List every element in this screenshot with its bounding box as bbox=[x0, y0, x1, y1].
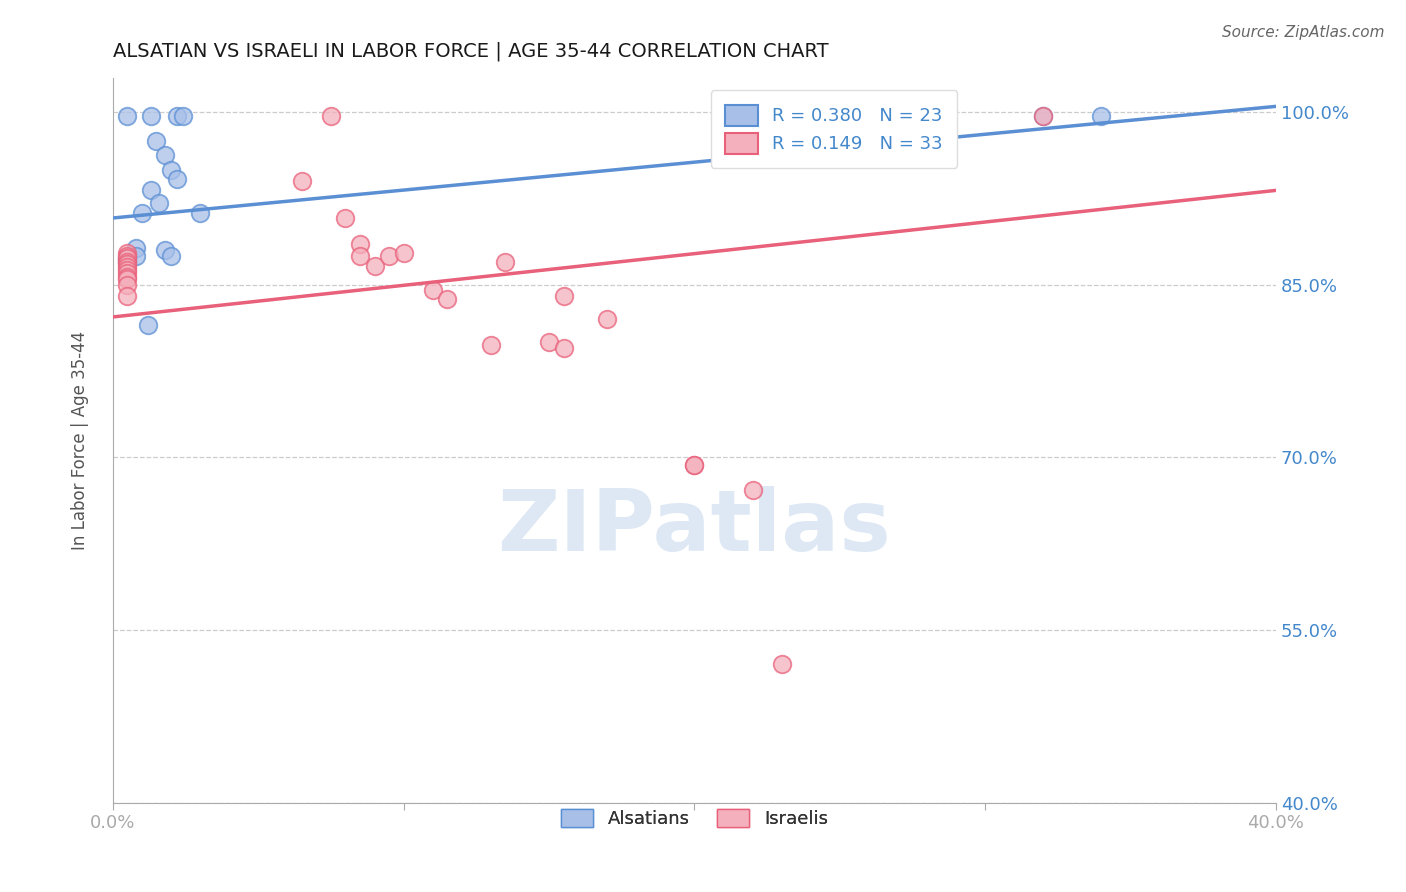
Legend: Alsatians, Israelis: Alsatians, Israelis bbox=[553, 799, 837, 837]
Point bbox=[117, 260, 139, 275]
Point bbox=[335, 211, 357, 225]
Point bbox=[683, 458, 706, 473]
Text: ALSATIAN VS ISRAELI IN LABOR FORCE | AGE 35-44 CORRELATION CHART: ALSATIAN VS ISRAELI IN LABOR FORCE | AGE… bbox=[112, 42, 828, 62]
Point bbox=[319, 109, 342, 123]
Point bbox=[117, 109, 139, 123]
Point bbox=[422, 284, 444, 298]
Point bbox=[683, 458, 706, 473]
Point bbox=[117, 254, 139, 268]
Point bbox=[160, 162, 183, 177]
Point bbox=[117, 249, 139, 263]
Point bbox=[537, 335, 560, 350]
Text: ZIPatlas: ZIPatlas bbox=[498, 485, 891, 568]
Point bbox=[479, 337, 502, 351]
Point bbox=[553, 341, 575, 355]
Point bbox=[741, 483, 763, 497]
Point bbox=[136, 318, 159, 332]
Point bbox=[153, 244, 176, 258]
Text: Source: ZipAtlas.com: Source: ZipAtlas.com bbox=[1222, 25, 1385, 40]
Point bbox=[117, 252, 139, 267]
Point bbox=[145, 134, 167, 148]
Y-axis label: In Labor Force | Age 35-44: In Labor Force | Age 35-44 bbox=[72, 331, 89, 549]
Point bbox=[148, 196, 170, 211]
Point bbox=[887, 109, 910, 123]
Point bbox=[770, 657, 793, 672]
Point bbox=[160, 249, 183, 263]
Point bbox=[117, 262, 139, 277]
Point bbox=[139, 183, 162, 197]
Point bbox=[172, 109, 194, 123]
Point bbox=[117, 272, 139, 286]
Point bbox=[166, 109, 188, 123]
Point bbox=[125, 249, 148, 263]
Point bbox=[1090, 109, 1112, 123]
Point bbox=[1032, 109, 1054, 123]
Point bbox=[553, 289, 575, 303]
Point bbox=[117, 245, 139, 260]
Point bbox=[1032, 109, 1054, 123]
Point bbox=[153, 147, 176, 161]
Point bbox=[436, 292, 458, 306]
Point bbox=[494, 254, 516, 268]
Point bbox=[166, 172, 188, 186]
Point bbox=[188, 206, 211, 220]
Point bbox=[117, 252, 139, 266]
Point bbox=[117, 254, 139, 268]
Point bbox=[392, 245, 415, 260]
Point bbox=[139, 109, 162, 123]
Point bbox=[131, 206, 153, 220]
Point bbox=[901, 109, 924, 123]
Point bbox=[596, 312, 619, 326]
Point bbox=[291, 174, 314, 188]
Point bbox=[117, 289, 139, 303]
Point bbox=[378, 249, 401, 263]
Point bbox=[349, 237, 371, 252]
Point bbox=[117, 277, 139, 292]
Point bbox=[117, 257, 139, 271]
Point bbox=[363, 260, 385, 274]
Point bbox=[125, 241, 148, 255]
Point bbox=[117, 266, 139, 280]
Point bbox=[349, 249, 371, 263]
Point bbox=[117, 269, 139, 284]
